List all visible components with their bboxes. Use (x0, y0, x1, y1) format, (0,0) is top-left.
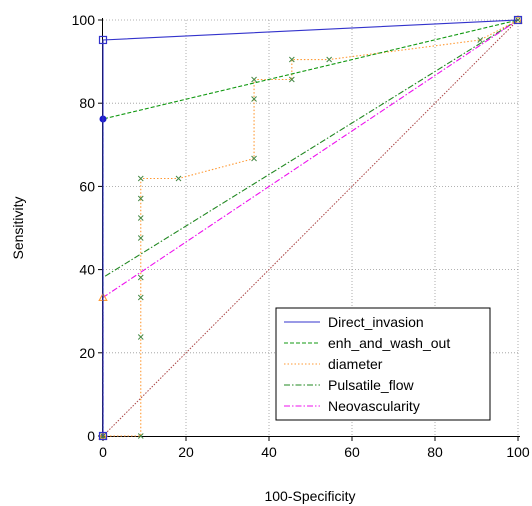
legend-label: enh_and_wash_out (328, 335, 450, 351)
x-marker (175, 175, 182, 182)
reference-diagonal-line (102, 19, 519, 437)
x-marker (137, 175, 144, 182)
series-Direct_invasion (98, 15, 523, 441)
legend-label: diameter (328, 356, 383, 372)
x-axis-label: 100-Specificity (264, 488, 355, 504)
x-marker (137, 235, 144, 241)
plot-area (98, 14, 523, 441)
square-marker (513, 15, 523, 25)
tick-labels: 0 20 40 60 80 100 0 20 40 60 80 100 (72, 12, 530, 460)
x-tick-label: 60 (344, 444, 360, 460)
y-tick-label: 0 (87, 428, 95, 444)
y-tick-label: 20 (79, 345, 95, 361)
series-diameter (100, 17, 521, 439)
x-marker (251, 76, 257, 83)
x-marker (137, 195, 144, 202)
y-tick-label: 40 (79, 262, 95, 278)
x-marker (477, 37, 484, 43)
x-tick-label: 20 (178, 444, 194, 460)
x-tick-label: 0 (99, 444, 107, 460)
x-marker (137, 215, 144, 221)
series-line (102, 19, 519, 436)
x-marker (251, 155, 257, 162)
x-tick-label: 80 (427, 444, 443, 460)
y-tick-label: 100 (72, 12, 96, 28)
y-tick-label: 80 (79, 95, 95, 111)
x-marker (326, 56, 333, 63)
y-tick-label: 60 (79, 178, 95, 194)
x-marker (251, 96, 257, 102)
square-marker (98, 431, 108, 441)
x-marker (137, 274, 144, 281)
x-marker (288, 56, 295, 63)
x-tick-label: 40 (261, 444, 277, 460)
square-marker (98, 35, 108, 45)
legend: Direct_invasion enh_and_wash_out diameter P… (275, 307, 491, 421)
legend-label: Direct_invasion (328, 314, 424, 330)
x-marker (288, 76, 295, 83)
x-marker (137, 433, 144, 439)
x-tick-label: 100 (506, 444, 530, 460)
legend-box (275, 307, 491, 421)
x-marker (137, 294, 144, 301)
legend-label: Pulsatile_flow (328, 377, 414, 393)
y-axis-label: Sensitivity (10, 196, 26, 259)
series-line (103, 19, 519, 437)
legend-label: Neovascularity (328, 398, 420, 414)
grid (103, 19, 519, 436)
x-marker (137, 334, 144, 340)
